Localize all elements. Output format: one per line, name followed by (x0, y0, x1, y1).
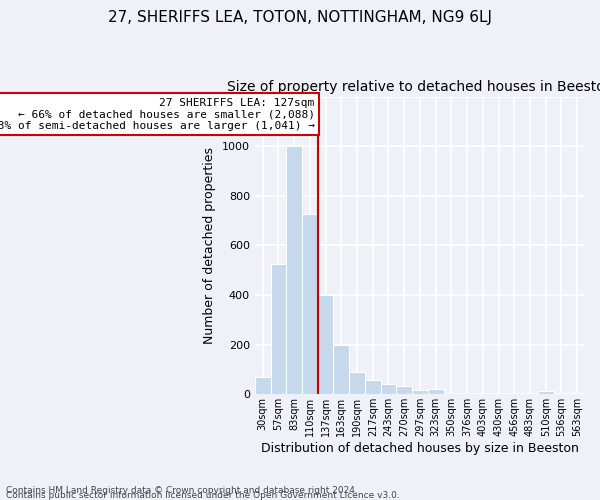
Bar (397, 386, 412, 394)
Y-axis label: Number of detached properties: Number of detached properties (203, 147, 217, 344)
Bar (365, 380, 380, 394)
Text: Contains HM Land Registry data © Crown copyright and database right 2024.: Contains HM Land Registry data © Crown c… (6, 486, 358, 495)
Bar (271, 264, 286, 394)
Bar (412, 390, 428, 394)
Bar (255, 377, 271, 394)
Bar (428, 390, 443, 394)
Text: 27 SHERIFFS LEA: 127sqm
← 66% of detached houses are smaller (2,088)
33% of semi: 27 SHERIFFS LEA: 127sqm ← 66% of detache… (0, 98, 314, 131)
Text: Contains public sector information licensed under the Open Government Licence v3: Contains public sector information licen… (6, 491, 400, 500)
Bar (302, 214, 318, 394)
Bar (349, 372, 365, 394)
Bar (380, 384, 397, 394)
Bar (286, 146, 302, 394)
Bar (318, 295, 334, 394)
Bar (443, 393, 459, 394)
Bar (538, 392, 554, 394)
X-axis label: Distribution of detached houses by size in Beeston: Distribution of detached houses by size … (261, 442, 579, 455)
Bar (334, 346, 349, 395)
Text: 27, SHERIFFS LEA, TOTON, NOTTINGHAM, NG9 6LJ: 27, SHERIFFS LEA, TOTON, NOTTINGHAM, NG9… (108, 10, 492, 25)
Title: Size of property relative to detached houses in Beeston: Size of property relative to detached ho… (227, 80, 600, 94)
